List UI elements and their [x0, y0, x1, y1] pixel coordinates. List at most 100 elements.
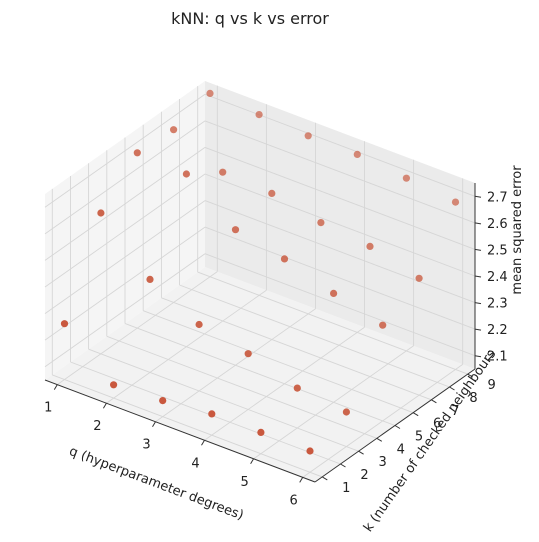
z-grid-line	[44, 200, 206, 314]
data-point	[402, 174, 410, 182]
data-point	[97, 209, 105, 217]
data-point	[255, 111, 263, 119]
z-tick-mark	[474, 355, 482, 358]
x-tick-label: 6	[290, 493, 298, 508]
y-grid-line	[52, 374, 323, 478]
data-point	[60, 320, 69, 328]
axis-lines	[44, 183, 482, 483]
y-grid-line	[124, 323, 396, 426]
y-tick-mark	[467, 373, 473, 378]
y-grid-line	[143, 310, 414, 414]
z-tick-label: 2.2	[487, 323, 508, 338]
data-point	[159, 397, 167, 405]
y-tick-mark	[358, 450, 364, 455]
axis-panes	[45, 81, 475, 482]
y-tick-label: 4	[397, 442, 405, 457]
y-tick-label: 2	[360, 468, 368, 483]
z-tick-label: 2.7	[487, 190, 508, 205]
y-tick-label: 5	[415, 430, 423, 445]
y-tick-label: 1	[342, 481, 350, 496]
z-tick-label: 2.1	[487, 350, 508, 365]
x-tick-label: 4	[191, 456, 199, 471]
y-grid-line	[197, 271, 468, 375]
z-grid-line	[44, 173, 206, 288]
y-tick-label: 3	[378, 455, 386, 470]
data-point	[182, 170, 190, 178]
z-grid-line	[204, 93, 476, 197]
z-grid-line	[204, 120, 476, 224]
y-tick-mark	[394, 425, 401, 429]
y-grid-line	[179, 284, 450, 388]
data-point	[195, 320, 203, 329]
data-point	[146, 275, 154, 283]
data-point	[451, 198, 460, 206]
data-point	[170, 126, 178, 134]
y-tick-mark	[412, 412, 419, 417]
grid-lines	[44, 85, 476, 478]
z-axis-label: mean squared error	[510, 165, 525, 295]
y-tick-label: 8	[469, 391, 477, 406]
y-tick-mark	[376, 437, 383, 442]
z-grid-line	[204, 226, 476, 330]
data-point	[304, 132, 312, 140]
z-tick-mark	[474, 275, 482, 278]
data-point	[293, 384, 301, 392]
z-grid-line	[44, 253, 206, 368]
data-point	[317, 219, 325, 227]
data-point	[219, 168, 227, 176]
z-tick-mark	[474, 195, 482, 198]
z-tick-mark	[474, 248, 482, 251]
z-tick-label: 2.5	[487, 243, 508, 258]
y-grid-line	[88, 348, 359, 452]
x-tick-mark	[152, 421, 156, 427]
z-tick-mark	[474, 328, 482, 331]
data-point	[415, 274, 423, 282]
y-tick-mark	[449, 386, 455, 391]
data-point	[208, 410, 216, 418]
z-tick-label: 2.6	[487, 217, 508, 232]
x-axis-label: q (hyperparameter degrees)	[67, 444, 246, 523]
data-point	[231, 226, 240, 234]
data-point	[268, 189, 276, 197]
z-grid-line	[204, 173, 476, 277]
x-tick-label: 5	[240, 475, 248, 490]
z-grid-line	[44, 147, 206, 261]
z-tick-label: 2.4	[487, 270, 508, 285]
data-point	[379, 321, 387, 329]
z-grid-line	[204, 146, 476, 250]
y-tick-mark	[431, 399, 437, 404]
y-grid-line	[106, 335, 377, 439]
y-tick-label: 9	[488, 378, 496, 393]
data-point	[342, 408, 350, 416]
data-point	[110, 381, 118, 389]
z-tick-mark	[474, 302, 482, 305]
x-axis-line	[44, 379, 316, 483]
data-point	[206, 89, 214, 97]
x-tick-mark	[250, 458, 255, 465]
x-tick-label: 1	[44, 401, 52, 416]
z-grid-line	[204, 200, 476, 304]
y-tick-label: 6	[433, 417, 441, 432]
z-tick-label: 2.3	[487, 297, 508, 312]
x-tick-mark	[201, 440, 205, 446]
y-tick-mark	[322, 476, 328, 481]
data-point	[306, 447, 314, 455]
y-tick-mark	[340, 463, 346, 468]
data-point	[366, 242, 374, 250]
z-grid-line	[44, 93, 206, 208]
data-points	[60, 89, 460, 455]
data-point	[330, 289, 338, 297]
data-point	[244, 350, 252, 358]
y-tick-label: 7	[451, 404, 459, 419]
data-point	[133, 149, 141, 157]
z-grid-line	[44, 120, 206, 235]
data-point	[257, 428, 265, 436]
z-grid-line	[44, 226, 206, 341]
chart-title: kNN: q vs k vs error	[171, 9, 329, 28]
z-tick-mark	[474, 222, 482, 225]
z-grid-line	[204, 253, 476, 357]
x-tick-mark	[102, 402, 107, 409]
y-grid-line	[161, 297, 432, 401]
